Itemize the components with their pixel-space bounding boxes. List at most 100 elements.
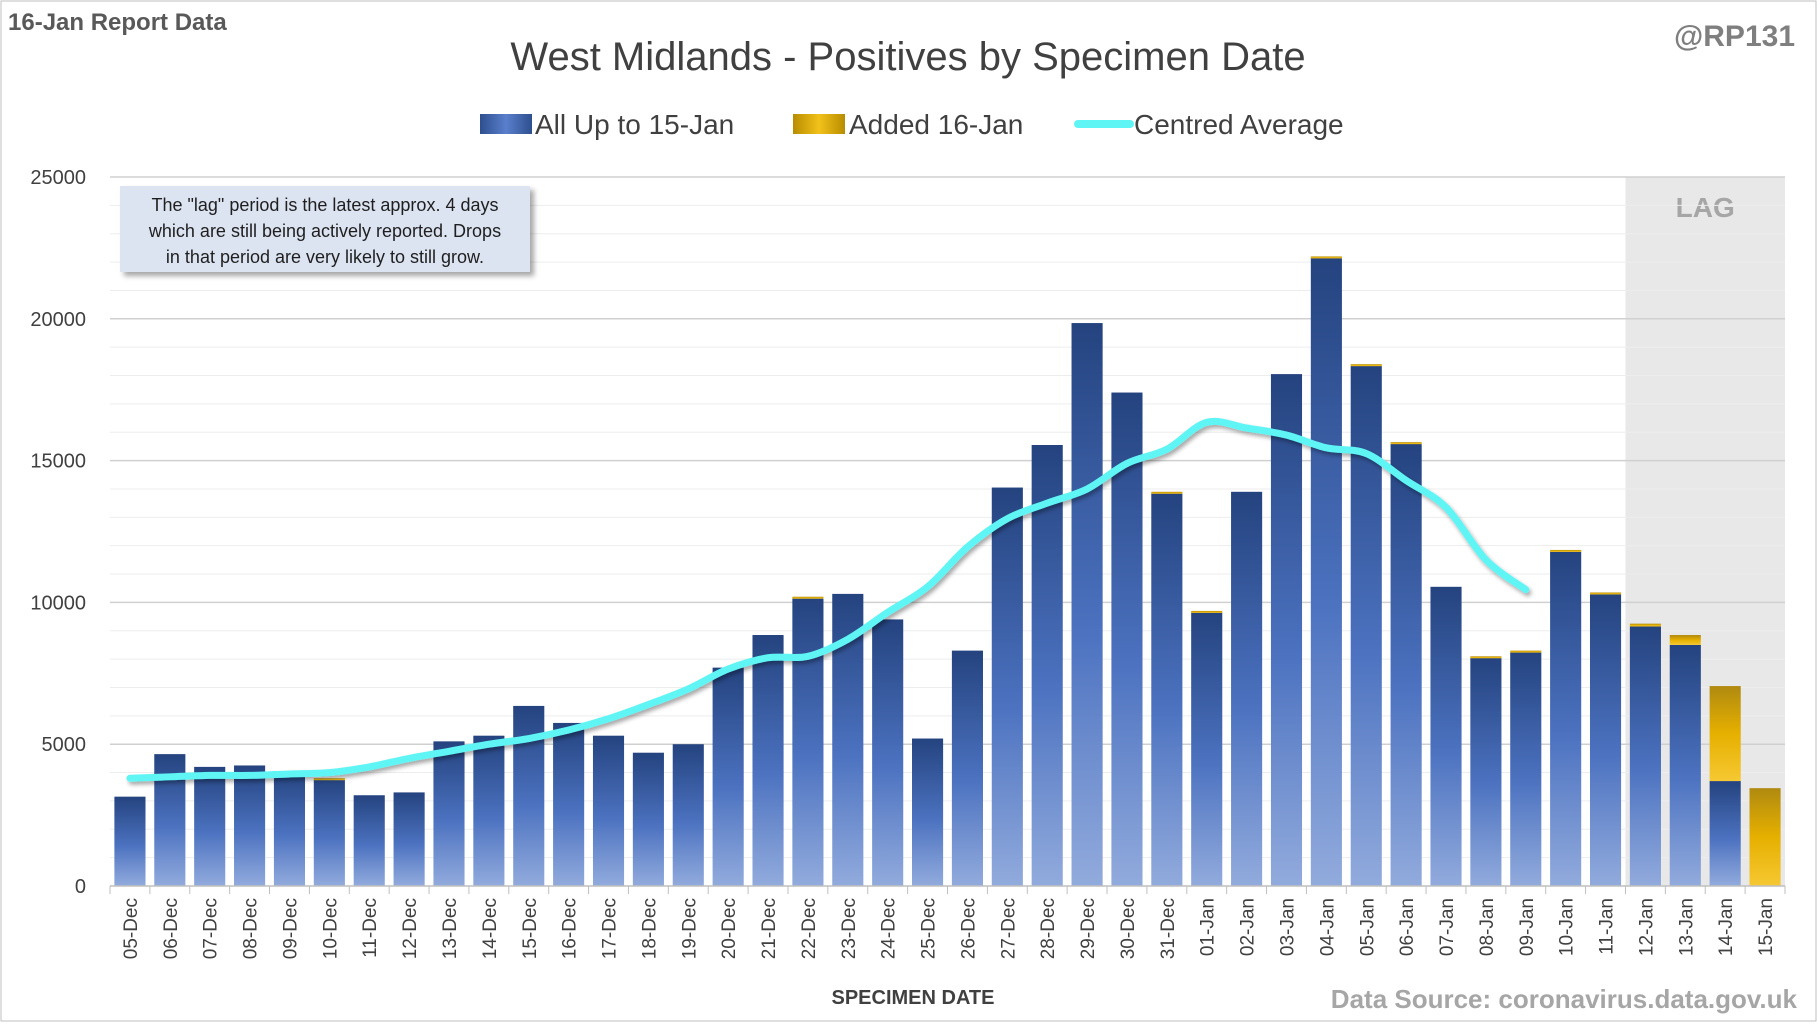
bar-all-up-to-15-jan [393, 792, 425, 886]
bar-all-up-to-15-jan [1270, 374, 1303, 886]
bar-all-up-to-15-jan [433, 741, 465, 886]
x-tick-label: 10-Jan [1557, 898, 1578, 956]
bar-all-up-to-15-jan [1111, 392, 1143, 886]
bar-all-up-to-15-jan [1589, 593, 1622, 886]
report-label: 16-Jan Report Data [8, 9, 227, 36]
y-tick-label: 5000 [42, 734, 87, 756]
x-tick-label: 05-Dec [121, 898, 142, 959]
x-tick-label: 13-Dec [440, 898, 461, 959]
x-tick-label: 05-Jan [1357, 898, 1378, 956]
bar-all-up-to-15-jan [1470, 657, 1502, 886]
y-tick-label: 20000 [30, 309, 86, 331]
bar-all-up-to-15-jan [473, 735, 505, 886]
x-tick-label: 03-Jan [1277, 898, 1298, 956]
x-tick-label: 09-Jan [1517, 898, 1538, 956]
x-tick-label: 25-Dec [919, 898, 940, 959]
bar-added-16-jan [313, 778, 345, 781]
x-tick-label: 14-Dec [480, 898, 501, 959]
bar-added-16-jan [1191, 610, 1223, 613]
lag-label: LAG [1676, 192, 1735, 223]
author-label: @RP131 [1674, 20, 1795, 53]
bar-added-16-jan [1390, 442, 1422, 445]
bar-all-up-to-15-jan [114, 796, 146, 886]
bar-all-up-to-15-jan [912, 738, 944, 886]
bar-all-up-to-15-jan [632, 752, 664, 886]
x-tick-label: 15-Jan [1756, 898, 1777, 956]
bar-all-up-to-15-jan [1031, 445, 1063, 886]
x-tick-label: 07-Jan [1437, 898, 1458, 956]
bar-all-up-to-15-jan [712, 667, 744, 886]
x-tick-label: 23-Dec [839, 898, 860, 959]
bar-all-up-to-15-jan [1151, 493, 1183, 886]
lag-note-line-1: The "lag" period is the latest approx. 4… [151, 195, 499, 215]
x-tick-label: 29-Dec [1078, 898, 1099, 959]
x-tick-label: 26-Dec [958, 898, 979, 959]
gridlines [110, 176, 1785, 859]
x-tick-label: 02-Jan [1238, 898, 1259, 956]
lag-note-line-2: which are still being actively reported.… [148, 221, 502, 241]
bar-added-16-jan [1709, 686, 1741, 782]
bar-all-up-to-15-jan [1350, 365, 1382, 886]
chart-title: West Midlands - Positives by Specimen Da… [510, 35, 1305, 79]
x-tick-label: 16-Dec [560, 898, 581, 959]
bar-all-up-to-15-jan [234, 765, 266, 886]
lag-note-box: The "lag" period is the latest approx. 4… [120, 186, 530, 272]
x-tick-label: 28-Dec [1038, 898, 1059, 959]
bar-added-16-jan [1550, 549, 1582, 552]
x-tick-label: 04-Jan [1317, 898, 1338, 956]
legend: All Up to 15-Jan Added 16-Jan Centred Av… [480, 109, 1344, 140]
bar-all-up-to-15-jan [553, 722, 585, 886]
legend-swatch-added-16-jan [793, 114, 845, 134]
x-tick-label: 17-Dec [600, 898, 621, 959]
x-tick-label: 06-Dec [161, 898, 182, 959]
x-tick-label: 11-Dec [360, 898, 381, 958]
x-tick-label: 15-Dec [520, 898, 541, 959]
bar-all-up-to-15-jan [1629, 626, 1661, 886]
x-tick-label: 20-Dec [719, 898, 740, 959]
x-tick-label: 09-Dec [280, 898, 301, 959]
x-tick-label: 27-Dec [998, 898, 1019, 959]
y-tick-label: 15000 [30, 451, 86, 473]
bar-all-up-to-15-jan [752, 635, 784, 886]
bar-all-up-to-15-jan [1310, 257, 1342, 886]
x-tick-label: 08-Dec [241, 898, 262, 959]
bar-all-up-to-15-jan [194, 766, 226, 886]
x-tick-label: 21-Dec [759, 898, 780, 959]
bar-added-16-jan [1310, 256, 1342, 259]
x-tick-label: 18-Dec [639, 898, 660, 959]
bar-all-up-to-15-jan [872, 619, 904, 886]
bar-all-up-to-15-jan [1191, 612, 1223, 886]
x-axis: 05-Dec 06-Dec 07-Dec 08-Dec 09-Dec 10-Dec 11-D… [109, 885, 1786, 959]
x-tick-label: 30-Dec [1118, 898, 1139, 959]
x-tick-label: 12-Jan [1636, 898, 1657, 956]
bar-added-16-jan [1350, 364, 1382, 367]
y-tick-label: 25000 [30, 167, 86, 189]
bar-added-16-jan [792, 596, 824, 599]
bar-added-16-jan [1749, 788, 1781, 886]
legend-label-centred-average: Centred Average [1134, 109, 1344, 140]
data-source-label: Data Source: coronavirus.data.gov.uk [1331, 984, 1798, 1014]
bar-all-up-to-15-jan [792, 598, 824, 886]
bar-added-16-jan [1151, 491, 1183, 494]
bars [114, 256, 1781, 887]
y-axis: 0 5000 10000 15000 20000 25000 [30, 167, 86, 898]
x-tick-label: 19-Dec [679, 898, 700, 959]
bar-all-up-to-15-jan [353, 795, 385, 886]
x-tick-label: 10-Dec [320, 898, 341, 959]
x-tick-label: 12-Dec [400, 898, 421, 959]
bar-all-up-to-15-jan [1709, 781, 1741, 886]
x-tick-label: 11-Jan [1597, 898, 1618, 955]
x-tick-label: 14-Jan [1716, 898, 1737, 956]
bar-all-up-to-15-jan [951, 650, 983, 886]
legend-swatch-all-up-to-15-jan [480, 114, 532, 134]
bar-all-up-to-15-jan [1430, 586, 1462, 886]
centred-average-line-group [126, 417, 1530, 782]
bar-all-up-to-15-jan [1669, 644, 1701, 886]
bar-all-up-to-15-jan [672, 744, 704, 886]
x-tick-label: 22-Dec [799, 898, 820, 959]
bar-all-up-to-15-jan [991, 487, 1023, 886]
centred-average-line [126, 417, 1530, 782]
y-tick-label: 10000 [30, 592, 86, 614]
